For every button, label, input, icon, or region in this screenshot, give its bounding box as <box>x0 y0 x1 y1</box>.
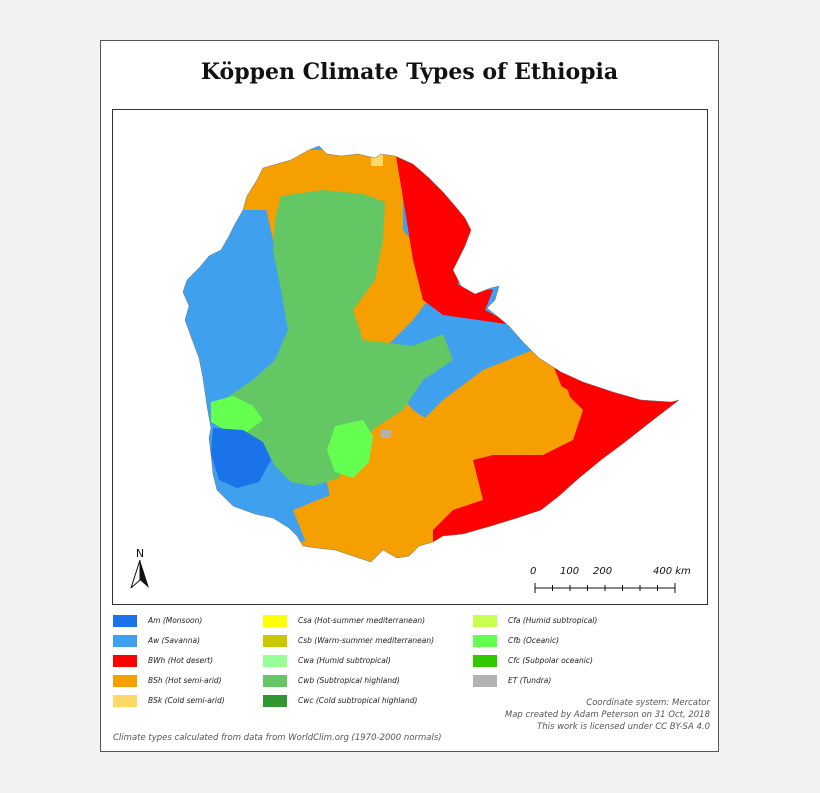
legend-swatch-bwh <box>113 655 137 667</box>
legend-swatch-cfb <box>473 635 497 647</box>
legend-label-csb: Csb (Warm-summer mediterranean) <box>298 636 434 645</box>
legend-item-bsh: BSh (Hot semi-arid) <box>113 675 303 689</box>
legend-label-am: Am (Monsoon) <box>148 616 203 625</box>
legend-item-cfc: Cfc (Subpolar oceanic) <box>473 655 663 669</box>
legend-swatch-bsk <box>113 695 137 707</box>
legend-swatch-csb <box>263 635 287 647</box>
scale-bar-graphic <box>534 583 676 593</box>
legend-item-et: ET (Tundra) <box>473 675 663 689</box>
legend-item-csb: Csb (Warm-summer mediterranean) <box>263 635 453 649</box>
legend-swatch-am <box>113 615 137 627</box>
legend-label-bsh: BSh (Hot semi-arid) <box>148 676 222 685</box>
legend-label-et: ET (Tundra) <box>508 676 552 685</box>
zone-bsh-north <box>243 150 383 210</box>
legend-label-aw: Aw (Savanna) <box>148 636 200 645</box>
legend-item-cwc: Cwc (Cold subtropical highland) <box>263 695 453 709</box>
zone-cfb-west <box>211 396 263 432</box>
legend-swatch-aw <box>113 635 137 647</box>
legend-label-bwh: BWh (Hot desert) <box>148 656 214 665</box>
scale-label-400: 400 km <box>653 566 691 577</box>
legend-item-cwa: Cwa (Humid subtropical) <box>263 655 453 669</box>
scale-label-200: 200 <box>593 566 613 577</box>
legend-label-cfc: Cfc (Subpolar oceanic) <box>508 656 593 665</box>
legend-swatch-cwb <box>263 675 287 687</box>
north-arrow: N <box>129 548 151 592</box>
legend-item-bwh: BWh (Hot desert) <box>113 655 303 669</box>
footer-credits: Coordinate system: Mercator Map created … <box>505 697 710 733</box>
zone-et <box>381 430 391 438</box>
legend-swatch-cwc <box>263 695 287 707</box>
created-by: Map created by Adam Peterson on 31 Oct, … <box>504 710 710 720</box>
legend-item-cwb: Cwb (Subtropical highland) <box>263 675 453 689</box>
legend-label-cwa: Cwa (Humid subtropical) <box>298 656 391 665</box>
scale-label-0: 0 <box>530 566 537 577</box>
scale-bar: 0 100 200 400 km <box>530 566 693 596</box>
north-arrow-icon <box>129 559 149 590</box>
ethiopia-border <box>182 145 680 563</box>
legend-item-cfa: Cfa (Humid subtropical) <box>473 615 663 629</box>
legend-swatch-cfc <box>473 655 497 667</box>
map-frame: N 0 100 200 400 km <box>112 109 708 605</box>
legend-item-am: Am (Monsoon) <box>113 615 303 629</box>
legend-item-aw: Aw (Savanna) <box>113 635 303 649</box>
north-arrow-label: N <box>135 547 145 560</box>
legend-label-cwb: Cwb (Subtropical highland) <box>298 676 400 685</box>
zone-am <box>211 428 271 488</box>
legend-label-cwc: Cwc (Cold subtropical highland) <box>298 696 418 705</box>
legend: Am (Monsoon) Aw (Savanna) BWh (Hot desert)… <box>113 615 709 725</box>
legend-label-cfb: Cfb (Oceanic) <box>508 636 560 645</box>
zone-bsk <box>371 154 383 166</box>
legend-item-bsk: BSk (Cold semi-arid) <box>113 695 303 709</box>
legend-label-bsk: BSk (Cold semi-arid) <box>148 696 225 705</box>
legend-swatch-bsh <box>113 675 137 687</box>
zone-bwh-afar <box>395 150 513 325</box>
legend-swatch-cfa <box>473 615 497 627</box>
climate-zones <box>183 146 679 562</box>
legend-swatch-cwa <box>263 655 287 667</box>
map-title: Köppen Climate Types of Ethiopia <box>200 59 619 85</box>
license: This work is licensed under CC BY-SA 4.0 <box>537 722 710 732</box>
legend-swatch-csa <box>263 615 287 627</box>
zone-bsh-ogaden <box>463 370 573 450</box>
coordinate-system: Coordinate system: Mercator <box>586 698 710 708</box>
data-source: Climate types calculated from data from … <box>113 733 442 743</box>
ethiopia-climate-map <box>182 145 680 563</box>
legend-label-cfa: Cfa (Humid subtropical) <box>508 616 598 625</box>
legend-swatch-et <box>473 675 497 687</box>
zone-cwb <box>221 190 453 486</box>
zone-cfb-south <box>327 420 373 478</box>
legend-item-csa: Csa (Hot-summer mediterranean) <box>263 615 453 629</box>
scale-label-100: 100 <box>560 566 580 577</box>
map-poster: Köppen Climate Types of Ethiopia <box>100 40 719 752</box>
legend-label-csa: Csa (Hot-summer mediterranean) <box>298 616 426 625</box>
legend-item-cfb: Cfb (Oceanic) <box>473 635 663 649</box>
